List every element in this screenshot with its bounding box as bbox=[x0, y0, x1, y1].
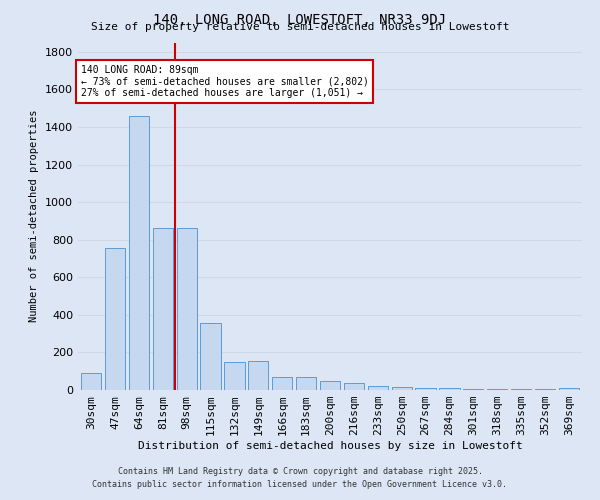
Text: 140, LONG ROAD, LOWESTOFT, NR33 9DJ: 140, LONG ROAD, LOWESTOFT, NR33 9DJ bbox=[154, 12, 446, 26]
Bar bbox=[463, 389, 484, 390]
Bar bbox=[152, 228, 173, 390]
Bar bbox=[320, 380, 340, 390]
Bar bbox=[176, 228, 197, 390]
Bar bbox=[487, 389, 508, 390]
Bar bbox=[224, 362, 245, 390]
Y-axis label: Number of semi-detached properties: Number of semi-detached properties bbox=[29, 110, 40, 322]
Bar bbox=[511, 389, 531, 390]
Bar bbox=[200, 324, 221, 390]
Text: Size of property relative to semi-detached houses in Lowestoft: Size of property relative to semi-detach… bbox=[91, 22, 509, 32]
Text: 140 LONG ROAD: 89sqm
← 73% of semi-detached houses are smaller (2,802)
27% of se: 140 LONG ROAD: 89sqm ← 73% of semi-detac… bbox=[80, 65, 368, 98]
X-axis label: Distribution of semi-detached houses by size in Lowestoft: Distribution of semi-detached houses by … bbox=[137, 441, 523, 451]
Bar bbox=[392, 387, 412, 390]
Bar bbox=[439, 388, 460, 390]
Text: Contains HM Land Registry data © Crown copyright and database right 2025.
Contai: Contains HM Land Registry data © Crown c… bbox=[92, 467, 508, 489]
Bar bbox=[368, 386, 388, 390]
Bar bbox=[81, 373, 101, 390]
Bar bbox=[248, 361, 268, 390]
Bar bbox=[559, 388, 579, 390]
Bar bbox=[129, 116, 149, 390]
Bar bbox=[272, 377, 292, 390]
Bar bbox=[415, 388, 436, 390]
Bar bbox=[105, 248, 125, 390]
Bar bbox=[535, 389, 555, 390]
Bar bbox=[296, 377, 316, 390]
Bar bbox=[344, 384, 364, 390]
